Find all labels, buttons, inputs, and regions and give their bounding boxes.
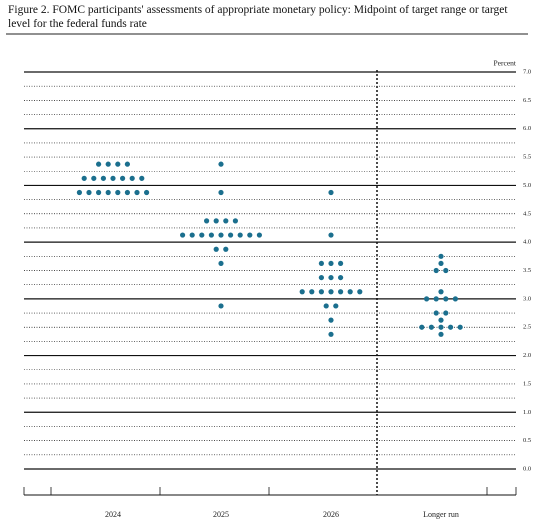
- y-tick-label: 5.5: [523, 154, 531, 161]
- dot: [318, 289, 324, 295]
- x-tick-label: 2025: [213, 510, 229, 519]
- dot: [189, 232, 195, 238]
- dot: [232, 218, 238, 224]
- dot: [208, 232, 214, 238]
- dot: [433, 310, 439, 316]
- dot: [110, 175, 116, 181]
- dot: [419, 324, 425, 330]
- dot: [247, 232, 253, 238]
- dot: [96, 189, 102, 196]
- dot: [443, 310, 449, 316]
- dot: [438, 317, 444, 323]
- dot: [86, 189, 92, 196]
- dot: [100, 175, 106, 181]
- dot: [256, 232, 262, 238]
- dot: [338, 289, 344, 295]
- dot: [438, 331, 444, 337]
- dot: [299, 289, 305, 295]
- dot: [338, 274, 344, 281]
- y-tick-label: 2.5: [523, 324, 531, 331]
- y-tick-label: 1.5: [523, 380, 531, 387]
- y-tick-label: 6.0: [523, 125, 531, 132]
- dot: [452, 296, 458, 302]
- dot: [318, 274, 324, 281]
- dot: [218, 189, 224, 196]
- dot: [328, 260, 334, 267]
- dot: [218, 303, 224, 309]
- dot: [328, 289, 334, 295]
- dot: [228, 232, 234, 238]
- dot: [115, 189, 121, 196]
- dot: [213, 218, 219, 224]
- dot: [218, 161, 224, 167]
- dot: [428, 324, 434, 330]
- x-tick-label: Longer run: [423, 510, 459, 519]
- y-axis-label: Percent: [494, 59, 517, 68]
- dot: [328, 317, 334, 323]
- dot: [96, 161, 102, 167]
- dot: [438, 253, 444, 259]
- dot: [129, 175, 135, 181]
- dot: [443, 296, 449, 302]
- dot: [139, 175, 145, 181]
- dot: [134, 189, 140, 196]
- dot: [115, 161, 121, 167]
- x-tick-label: 2024: [105, 510, 121, 519]
- dot: [328, 189, 334, 196]
- dot: [457, 324, 463, 330]
- dot: [424, 296, 430, 302]
- dot: [318, 260, 324, 267]
- dot: [124, 189, 130, 196]
- dot: [338, 260, 344, 267]
- y-tick-label: 3.0: [523, 295, 531, 302]
- dot: [144, 189, 150, 196]
- dot: [218, 260, 224, 267]
- dot: [91, 175, 97, 181]
- dot: [438, 289, 444, 295]
- dot: [433, 267, 439, 274]
- dot: [347, 289, 353, 295]
- y-tick-label: 4.5: [523, 210, 531, 217]
- dot: [443, 267, 449, 274]
- dot: [81, 175, 87, 181]
- dot: [438, 260, 444, 267]
- dot: [204, 218, 210, 224]
- y-tick-label: 5.0: [523, 182, 531, 189]
- dot: [448, 324, 454, 330]
- dot: [438, 324, 444, 330]
- y-tick-label: 6.5: [523, 97, 531, 104]
- dot: [328, 274, 334, 281]
- y-tick-label: 0.0: [523, 465, 531, 472]
- y-tick-label: 2.0: [523, 352, 531, 359]
- y-tick-label: 3.5: [523, 267, 531, 274]
- dot: [333, 303, 339, 309]
- dot: [328, 331, 334, 337]
- y-tick-label: 4.0: [523, 239, 531, 246]
- dot: [309, 289, 315, 295]
- dot: [223, 246, 229, 252]
- dot: [199, 232, 205, 238]
- dot: [124, 161, 130, 167]
- y-tick-label: 7.0: [523, 68, 531, 75]
- dot: [223, 218, 229, 224]
- dot: [218, 232, 224, 238]
- dot: [105, 189, 111, 196]
- y-tick-label: 0.5: [523, 437, 531, 444]
- dot: [328, 232, 334, 238]
- dot: [357, 289, 363, 295]
- dot: [120, 175, 126, 181]
- y-tick-label: 1.0: [523, 409, 531, 416]
- dot: [213, 246, 219, 252]
- dot: [76, 189, 82, 196]
- dot: [105, 161, 111, 167]
- dot: [323, 303, 329, 309]
- dot: [237, 232, 243, 238]
- dot: [433, 296, 439, 302]
- chart-title: Figure 2. FOMC participants' assessments…: [8, 4, 508, 30]
- dot: [180, 232, 186, 238]
- x-tick-label: 2026: [323, 510, 339, 519]
